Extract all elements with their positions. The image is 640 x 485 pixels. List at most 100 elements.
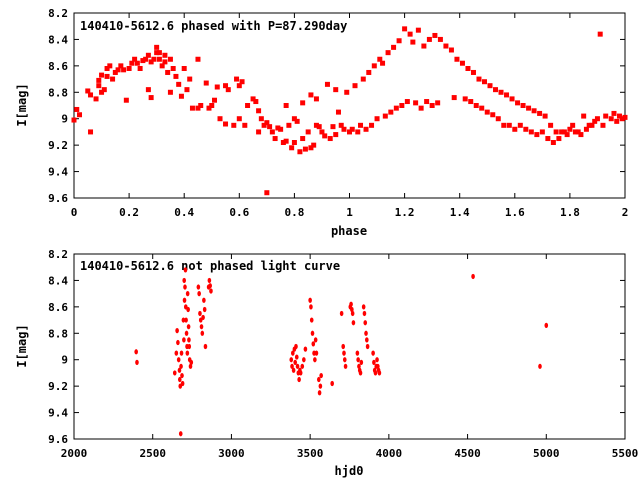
- data-point: [371, 350, 375, 356]
- data-point: [234, 76, 240, 82]
- y-tick-label: 8.4: [48, 274, 68, 287]
- y-tick-label: 8.4: [48, 33, 68, 46]
- data-point: [597, 31, 603, 37]
- data-point: [223, 121, 229, 127]
- data-point: [180, 380, 185, 387]
- data-point: [470, 69, 476, 75]
- data-point: [616, 113, 622, 119]
- data-point: [311, 142, 317, 148]
- x-tick-label: 1.4: [450, 206, 470, 219]
- data-point: [184, 330, 189, 336]
- data-point: [298, 370, 303, 376]
- data-point: [372, 359, 376, 365]
- data-point: [396, 38, 402, 44]
- data-point: [342, 350, 346, 356]
- data-point: [167, 56, 173, 62]
- x-tick-label: 1: [346, 206, 353, 219]
- data-point: [523, 126, 529, 132]
- data-point: [487, 83, 493, 89]
- data-point: [302, 146, 308, 152]
- data-point: [290, 363, 294, 369]
- data-point: [203, 80, 209, 86]
- data-point: [581, 113, 587, 119]
- data-point: [104, 73, 110, 79]
- x-tick-label: 0.6: [229, 206, 249, 219]
- y-tick-label: 9.6: [48, 192, 68, 205]
- x-tick-label: 1.6: [505, 206, 525, 219]
- data-point: [454, 56, 460, 62]
- data-point: [236, 83, 242, 89]
- data-point: [314, 350, 319, 356]
- data-point: [313, 122, 319, 128]
- data-point: [208, 283, 212, 289]
- y-tick-label: 8.6: [48, 301, 68, 314]
- x-tick-label: 5500: [612, 447, 639, 460]
- y-tick-label: 9.4: [48, 407, 68, 420]
- x-tick-label: 2: [622, 206, 629, 219]
- data-point: [151, 56, 157, 62]
- data-point: [350, 310, 355, 317]
- data-point: [275, 125, 281, 131]
- data-point: [526, 105, 532, 111]
- data-point: [176, 339, 180, 346]
- data-point: [366, 69, 372, 75]
- data-point: [567, 126, 573, 132]
- data-point: [179, 350, 184, 356]
- data-point: [308, 92, 314, 98]
- data-point: [77, 112, 83, 118]
- data-point: [115, 67, 121, 73]
- data-point: [512, 126, 518, 132]
- chart-title: 140410-5612.6 not phased light curve: [80, 259, 340, 273]
- data-point: [289, 145, 295, 151]
- y-axis-label: I[mag]: [15, 324, 29, 367]
- data-point: [225, 87, 231, 93]
- data-point: [242, 122, 248, 128]
- data-point: [309, 317, 314, 323]
- data-point: [357, 363, 361, 369]
- data-point: [261, 122, 267, 128]
- data-point: [339, 310, 344, 317]
- data-point: [498, 89, 504, 95]
- data-point: [101, 87, 107, 93]
- data-point: [183, 284, 187, 290]
- data-point: [501, 122, 507, 128]
- data-point: [294, 118, 300, 124]
- data-point: [319, 372, 323, 379]
- data-point: [187, 343, 192, 350]
- data-point: [393, 105, 399, 111]
- x-axis-label: hjd0: [335, 464, 364, 478]
- data-point: [311, 341, 316, 347]
- data-point: [614, 118, 620, 124]
- data-point: [479, 105, 485, 111]
- data-point: [85, 88, 91, 94]
- data-point: [179, 363, 183, 369]
- data-point: [575, 129, 581, 135]
- x-tick-label: 2000: [61, 447, 88, 460]
- data-point: [184, 87, 190, 93]
- data-point: [564, 132, 570, 138]
- data-point: [202, 306, 207, 313]
- data-point: [253, 99, 259, 105]
- x-tick-label: 4500: [454, 447, 481, 460]
- data-point: [424, 99, 430, 105]
- data-point: [175, 328, 179, 334]
- data-point: [184, 317, 188, 323]
- data-point: [538, 363, 542, 369]
- data-point: [324, 81, 330, 87]
- data-point: [515, 100, 521, 106]
- data-point: [96, 77, 102, 83]
- data-point: [236, 116, 242, 122]
- data-point: [550, 140, 556, 145]
- data-point: [182, 337, 186, 343]
- data-point: [174, 350, 179, 356]
- data-point: [556, 136, 562, 142]
- data-point: [258, 116, 264, 122]
- data-point: [293, 359, 297, 365]
- data-point: [196, 284, 201, 290]
- data-point: [178, 431, 183, 437]
- data-point: [145, 87, 151, 93]
- data-point: [134, 60, 140, 66]
- data-point: [318, 383, 323, 389]
- data-point: [542, 113, 548, 119]
- data-point: [137, 66, 143, 71]
